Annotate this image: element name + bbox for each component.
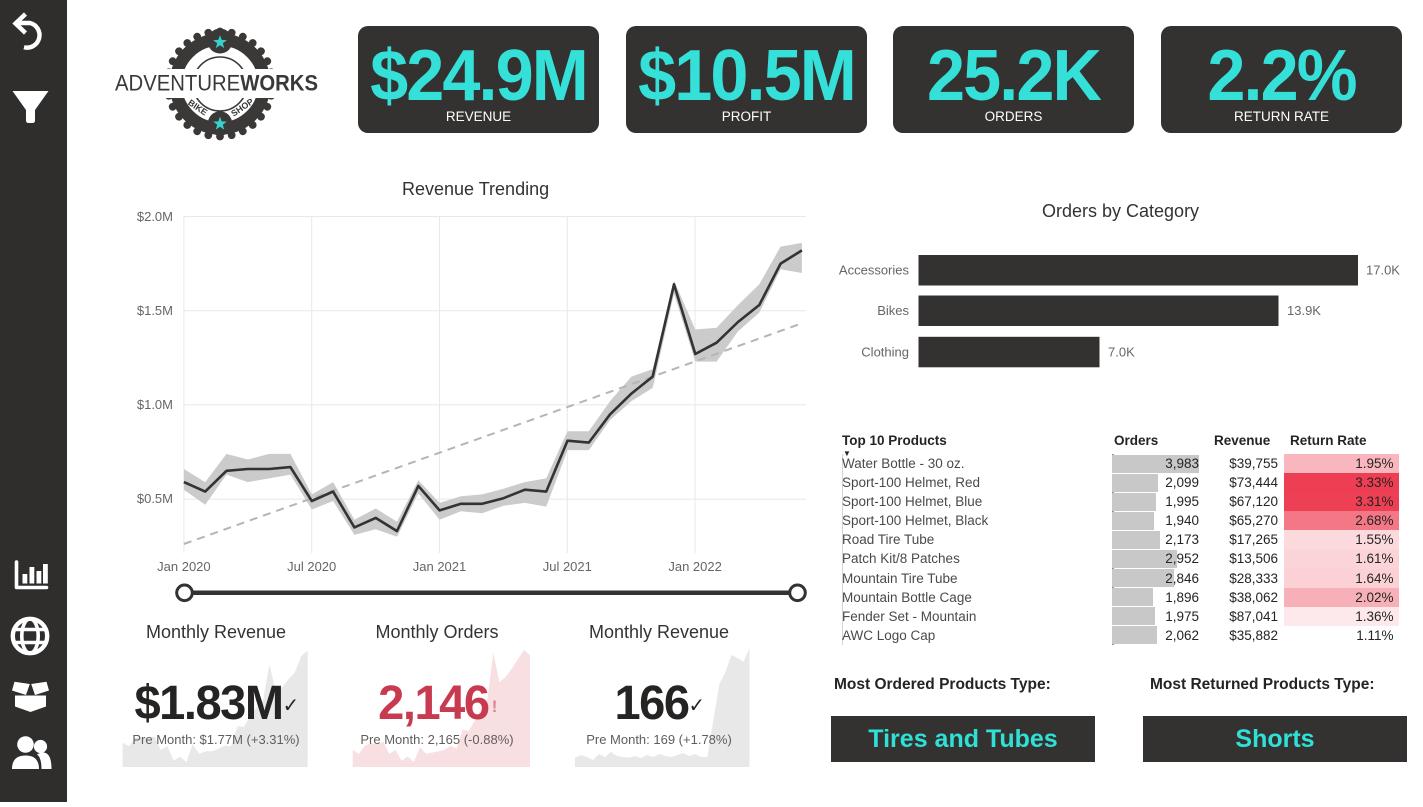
- svg-text:Jul 2020: Jul 2020: [287, 559, 336, 574]
- svg-text:$1.0M: $1.0M: [137, 397, 173, 412]
- svg-text:13.9K: 13.9K: [1287, 303, 1321, 318]
- svg-text:Bikes: Bikes: [877, 303, 909, 318]
- svg-text:Jul 2021: Jul 2021: [543, 559, 592, 574]
- svg-text:$0.5M: $0.5M: [137, 491, 173, 506]
- svg-text:Accessories: Accessories: [839, 263, 910, 278]
- svg-text:$1.5M: $1.5M: [137, 303, 173, 318]
- svg-text:Clothing: Clothing: [861, 344, 909, 359]
- svg-text:17.0K: 17.0K: [1366, 263, 1400, 278]
- svg-text:Jan 2021: Jan 2021: [413, 559, 467, 574]
- svg-text:$2.0M: $2.0M: [137, 209, 173, 224]
- svg-text:Jan 2022: Jan 2022: [668, 559, 722, 574]
- svg-text:Jan 2020: Jan 2020: [157, 559, 211, 574]
- svg-text:7.0K: 7.0K: [1108, 344, 1135, 359]
- svg-text:ADVENTUREWORKS: ADVENTUREWORKS: [115, 71, 318, 96]
